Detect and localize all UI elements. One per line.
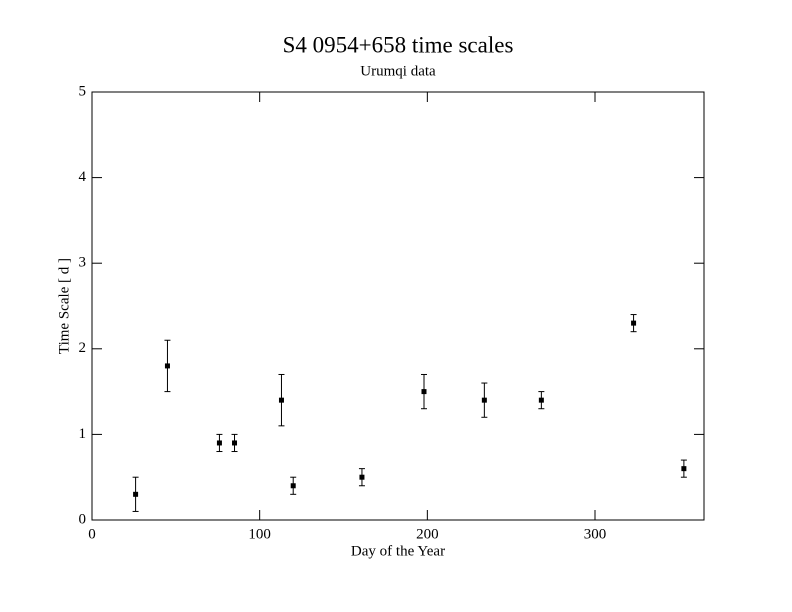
y-tick-label: 5 <box>79 83 87 99</box>
point <box>421 389 427 395</box>
x-tick-label: 0 <box>88 526 96 542</box>
x-tick-label: 300 <box>584 526 607 542</box>
point <box>216 440 222 446</box>
y-tick-label: 4 <box>79 169 87 185</box>
point <box>538 397 544 403</box>
point <box>681 466 687 472</box>
point <box>631 320 637 326</box>
y-tick-label: 3 <box>79 255 87 271</box>
point <box>290 483 296 489</box>
point <box>278 397 284 403</box>
y-tick-label: 0 <box>79 511 87 527</box>
point <box>232 440 238 446</box>
chart-title: S4 0954+658 time scales <box>283 32 514 57</box>
y-axis-label: Time Scale [ d ] <box>56 258 72 354</box>
y-tick-label: 2 <box>79 340 87 356</box>
plot-frame <box>91 91 705 521</box>
x-axis-label: Day of the Year <box>351 543 445 559</box>
point <box>164 363 170 369</box>
chart-subtitle: Urumqi data <box>360 63 436 79</box>
point <box>133 491 139 497</box>
point <box>481 397 487 403</box>
x-tick-label: 200 <box>416 526 439 542</box>
x-tick-label: 100 <box>248 526 271 542</box>
y-tick-label: 1 <box>79 426 87 442</box>
point <box>359 474 365 480</box>
